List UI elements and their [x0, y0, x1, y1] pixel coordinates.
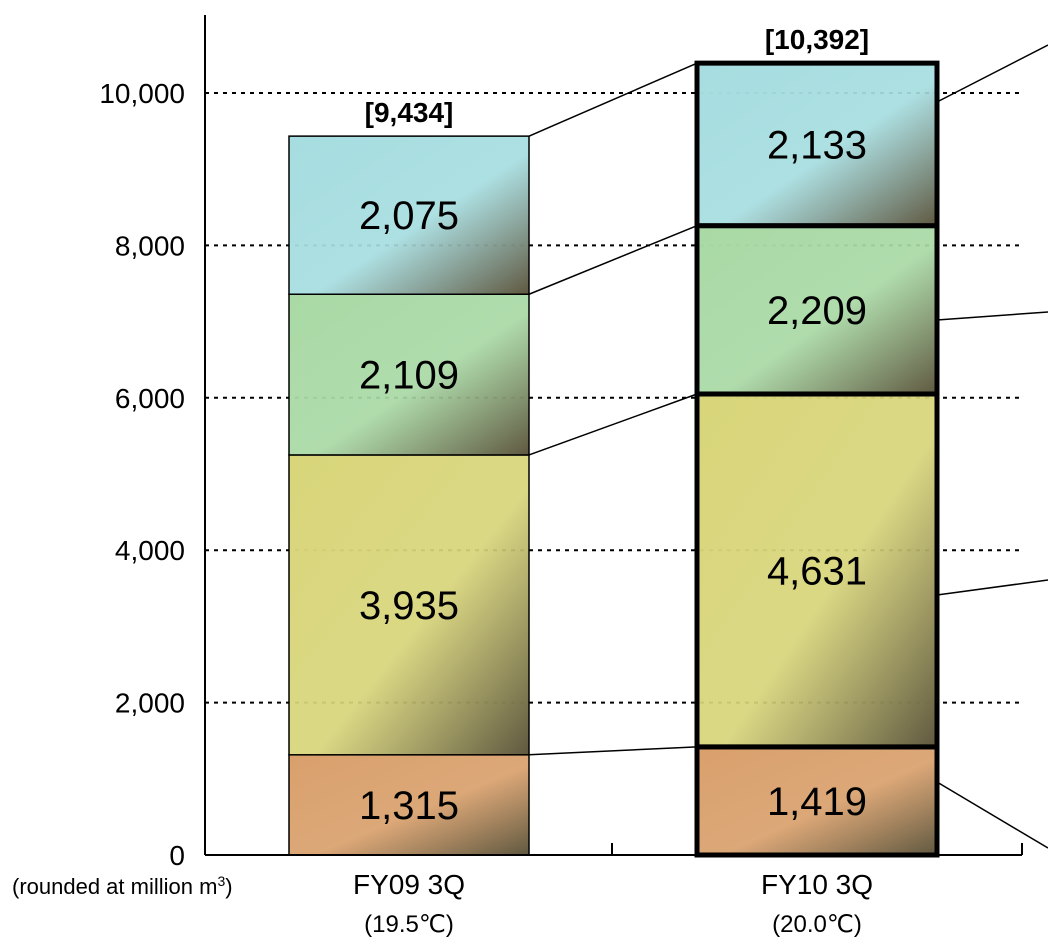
- callout-line: [936, 579, 1048, 596]
- callout-line: [936, 311, 1048, 321]
- bar-segment: [694, 60, 940, 229]
- segment-value-label: 1,315: [359, 784, 459, 828]
- axes: 0 2,000 4,000 6,000 8,000 10,000: [99, 15, 1023, 871]
- y-tick-label: 6,000: [115, 383, 185, 414]
- segment-value-label: 2,133: [767, 123, 867, 167]
- segment-value-label: 1,419: [767, 780, 867, 824]
- bar-segment: [694, 223, 940, 397]
- x-category-sublabel: (19.5℃): [364, 911, 454, 938]
- connector-line: [528, 224, 698, 295]
- x-category-label: FY10 3Q: [761, 869, 873, 900]
- y-tick-label: 2,000: [115, 688, 185, 719]
- callout-line: [936, 44, 1048, 103]
- segment-value-label: 2,209: [767, 289, 867, 333]
- x-category-label: FY09 3Q: [353, 869, 465, 900]
- bar-segment: [694, 391, 940, 750]
- bar-segment: [288, 454, 530, 756]
- bar-segment: [288, 293, 530, 456]
- segment-value-label: 2,109: [359, 354, 459, 398]
- connector-line: [528, 746, 698, 756]
- x-category-sublabel: (20.0℃): [772, 911, 862, 938]
- connector-lines: [528, 44, 1048, 849]
- y-tick-label: 10,000: [99, 78, 185, 109]
- segment-value-label: 3,935: [359, 584, 459, 628]
- bar-segment: [288, 135, 530, 295]
- unit-note: (rounded at million m3): [12, 873, 233, 899]
- bar-segment: [694, 744, 940, 858]
- connector-line: [528, 62, 698, 137]
- y-tick-label: 4,000: [115, 535, 185, 566]
- y-tick-label: 8,000: [115, 230, 185, 261]
- connector-line: [528, 393, 698, 456]
- segment-value-label: 2,075: [359, 194, 459, 238]
- segment-value-label: 4,631: [767, 549, 867, 593]
- y-tick-label: 0: [169, 840, 185, 871]
- callout-line: [936, 781, 1048, 849]
- bar-segment: [288, 754, 530, 856]
- total-label: [9,434]: [365, 97, 454, 128]
- total-label: [10,392]: [765, 24, 869, 55]
- bars: [288, 60, 940, 858]
- labels: 1,315 3,935 2,109 2,075 [9,434] FY09 3Q (19.5℃…: [353, 24, 873, 938]
